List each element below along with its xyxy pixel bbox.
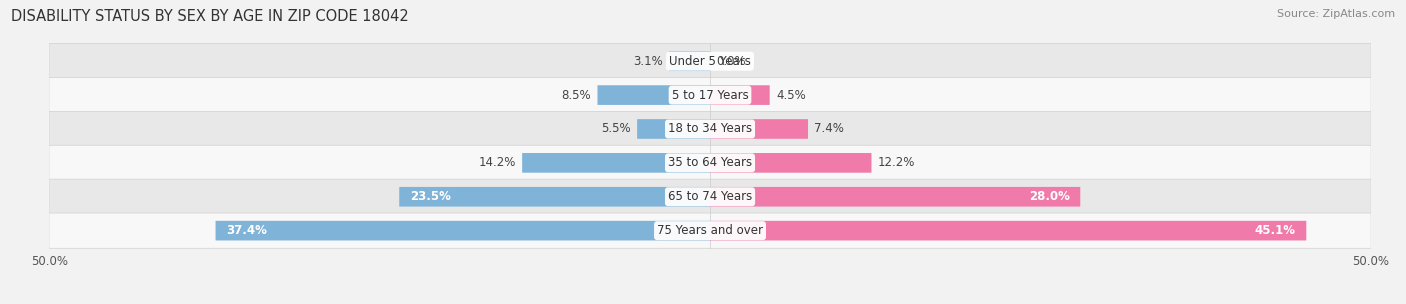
FancyBboxPatch shape	[49, 43, 1371, 79]
FancyBboxPatch shape	[710, 221, 1306, 240]
FancyBboxPatch shape	[215, 221, 710, 240]
Text: 37.4%: 37.4%	[226, 224, 267, 237]
FancyBboxPatch shape	[49, 78, 1371, 113]
FancyBboxPatch shape	[710, 153, 872, 173]
Text: 5 to 17 Years: 5 to 17 Years	[672, 88, 748, 102]
FancyBboxPatch shape	[598, 85, 710, 105]
FancyBboxPatch shape	[49, 213, 1371, 248]
Text: 14.2%: 14.2%	[478, 156, 516, 169]
Text: 75 Years and over: 75 Years and over	[657, 224, 763, 237]
Text: 5.5%: 5.5%	[602, 123, 631, 136]
Legend: Male, Female: Male, Female	[651, 299, 769, 304]
Text: 28.0%: 28.0%	[1029, 190, 1070, 203]
Text: 12.2%: 12.2%	[877, 156, 915, 169]
FancyBboxPatch shape	[49, 111, 1371, 147]
FancyBboxPatch shape	[637, 119, 710, 139]
FancyBboxPatch shape	[710, 119, 808, 139]
Text: 65 to 74 Years: 65 to 74 Years	[668, 190, 752, 203]
Text: Source: ZipAtlas.com: Source: ZipAtlas.com	[1277, 9, 1395, 19]
Text: 23.5%: 23.5%	[411, 190, 451, 203]
FancyBboxPatch shape	[49, 179, 1371, 214]
Text: 8.5%: 8.5%	[561, 88, 591, 102]
Text: 7.4%: 7.4%	[814, 123, 845, 136]
Text: 4.5%: 4.5%	[776, 88, 806, 102]
Text: 45.1%: 45.1%	[1254, 224, 1295, 237]
Text: 18 to 34 Years: 18 to 34 Years	[668, 123, 752, 136]
FancyBboxPatch shape	[710, 85, 769, 105]
FancyBboxPatch shape	[522, 153, 710, 173]
FancyBboxPatch shape	[399, 187, 710, 207]
FancyBboxPatch shape	[49, 145, 1371, 181]
Text: 3.1%: 3.1%	[633, 55, 662, 68]
Text: 35 to 64 Years: 35 to 64 Years	[668, 156, 752, 169]
Text: DISABILITY STATUS BY SEX BY AGE IN ZIP CODE 18042: DISABILITY STATUS BY SEX BY AGE IN ZIP C…	[11, 9, 409, 24]
FancyBboxPatch shape	[710, 187, 1080, 207]
Text: 0.0%: 0.0%	[717, 55, 747, 68]
Text: Under 5 Years: Under 5 Years	[669, 55, 751, 68]
FancyBboxPatch shape	[669, 51, 710, 71]
